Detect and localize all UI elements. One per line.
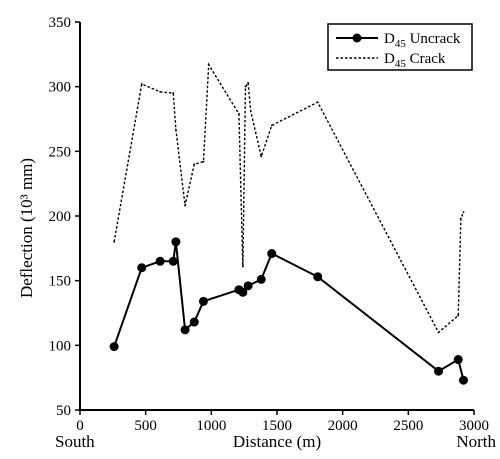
- data-point-uncrack: [109, 342, 119, 352]
- data-point-crack: [113, 240, 116, 243]
- data-point-crack: [159, 90, 162, 93]
- x-tick-label: 1500: [262, 418, 292, 434]
- data-point-crack: [249, 110, 252, 113]
- x-axis-title: Distance (m): [233, 432, 321, 451]
- series-layer: [109, 62, 468, 385]
- legend-marker-uncrack: [352, 33, 362, 43]
- series-line-crack: [113, 62, 465, 334]
- data-point-crack: [193, 163, 196, 166]
- data-point-crack: [241, 265, 244, 268]
- data-point-uncrack: [243, 281, 253, 291]
- data-point-uncrack: [189, 317, 199, 327]
- x-tick-label: 0: [76, 418, 84, 434]
- x-tick-label: 2000: [328, 418, 358, 434]
- data-point-crack: [270, 124, 273, 127]
- data-point-uncrack: [238, 287, 248, 297]
- data-point-uncrack: [198, 296, 208, 306]
- data-point-crack: [140, 83, 143, 85]
- series-line-uncrack: [113, 241, 465, 381]
- data-point-crack: [174, 128, 177, 131]
- data-point-crack: [462, 211, 465, 214]
- y-tick-label: 50: [56, 403, 71, 419]
- data-point-uncrack: [458, 375, 468, 385]
- axis-ticks: 0 500 1000 1500 2000 2500 3000 50 100 150 200 250 30…: [49, 15, 490, 434]
- data-point-uncrack: [180, 325, 190, 335]
- y-tick-label: 350: [49, 15, 72, 31]
- legend-label-main: D: [384, 31, 395, 47]
- data-point-uncrack: [137, 263, 147, 273]
- x-tick-label: 3000: [459, 418, 489, 434]
- x-tick-label: 500: [134, 418, 157, 434]
- legend-box: [327, 23, 473, 71]
- data-point-uncrack: [267, 249, 277, 259]
- y-axis-title: Deflection (10³ mm): [17, 158, 36, 298]
- data-point-crack: [457, 314, 460, 317]
- data-point-uncrack: [453, 355, 463, 365]
- legend-label-suffix: Crack: [406, 51, 446, 67]
- x-tick-label: 2500: [393, 418, 423, 434]
- y-axis-title-text: Deflection (10³ mm): [17, 158, 36, 298]
- data-point-crack: [260, 155, 263, 158]
- data-point-crack: [316, 101, 319, 104]
- data-point-crack: [202, 160, 205, 163]
- y-tick-label: 200: [49, 209, 72, 225]
- data-point-uncrack: [434, 366, 444, 376]
- x-axis-right-end-label: North: [456, 432, 496, 451]
- y-tick-label: 300: [49, 80, 72, 96]
- data-point-uncrack: [171, 237, 181, 247]
- legend-label-crack: D45 Crack: [384, 51, 446, 70]
- data-point-crack: [437, 331, 440, 334]
- data-point-crack: [238, 112, 240, 115]
- x-tick-label: 1000: [196, 418, 226, 434]
- data-point-uncrack: [313, 272, 323, 282]
- legend-label-subscript: 45: [395, 58, 407, 70]
- data-point-crack: [459, 217, 462, 220]
- data-point-crack: [207, 63, 210, 66]
- data-point-crack: [247, 81, 250, 84]
- data-point-crack: [172, 92, 175, 95]
- legend-label-uncrack: D45 Uncrack: [384, 31, 461, 50]
- legend-label-suffix: Uncrack: [406, 31, 461, 47]
- data-point-uncrack: [168, 256, 178, 266]
- data-point-uncrack: [155, 256, 165, 266]
- data-point-uncrack: [256, 274, 266, 284]
- legend-label-main: D: [384, 51, 395, 67]
- y-tick-label: 150: [49, 274, 72, 290]
- legend-label-subscript: 45: [395, 38, 407, 50]
- x-axis-left-end-label: South: [55, 432, 95, 451]
- data-point-crack: [184, 204, 186, 207]
- y-tick-label: 100: [49, 338, 72, 354]
- y-tick-label: 250: [49, 144, 72, 160]
- data-point-crack: [244, 85, 247, 88]
